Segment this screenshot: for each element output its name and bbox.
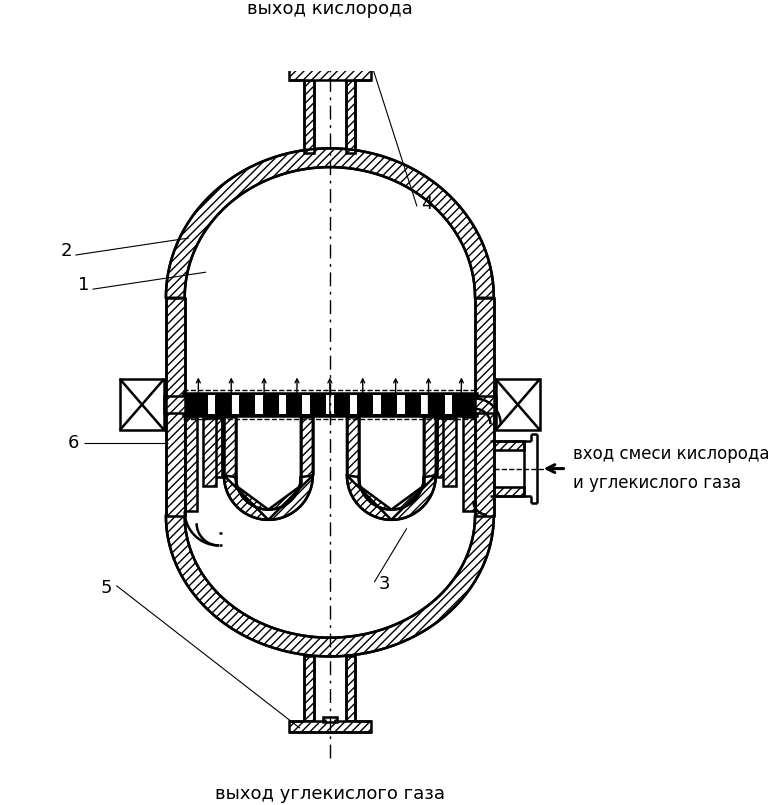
Bar	[445, 395, 452, 414]
Bar	[421, 395, 428, 414]
Polygon shape	[224, 417, 268, 520]
Polygon shape	[166, 515, 494, 656]
Bar	[289, 720, 370, 733]
Bar	[304, 80, 314, 153]
Bar	[346, 656, 356, 720]
Text: 5: 5	[101, 579, 112, 597]
Bar	[185, 417, 197, 511]
Polygon shape	[392, 417, 436, 520]
Bar	[495, 379, 540, 430]
Bar	[278, 395, 286, 414]
Bar	[374, 395, 381, 414]
Text: выход углекислого газа: выход углекислого газа	[215, 785, 445, 803]
Polygon shape	[166, 148, 494, 298]
Text: 1: 1	[78, 276, 90, 294]
Bar	[494, 441, 523, 450]
Bar	[475, 298, 494, 515]
Text: 6: 6	[68, 434, 80, 452]
Bar	[183, 394, 477, 415]
Bar	[323, 717, 337, 722]
Bar	[120, 379, 164, 430]
Bar	[204, 418, 216, 485]
Bar	[494, 487, 523, 496]
Bar	[166, 298, 185, 515]
Bar	[444, 418, 456, 485]
Text: вход смеси кислорода: вход смеси кислорода	[573, 445, 770, 464]
Text: 2: 2	[61, 242, 73, 260]
Bar	[326, 395, 334, 414]
Text: и углекислого газа: и углекислого газа	[573, 473, 741, 492]
Text: выход кислорода: выход кислорода	[247, 0, 413, 18]
Bar	[207, 395, 215, 414]
Bar	[211, 418, 222, 477]
Bar	[255, 395, 263, 414]
Bar	[349, 395, 357, 414]
Bar	[426, 418, 438, 465]
Bar	[463, 417, 475, 511]
Bar	[303, 395, 310, 414]
Bar	[473, 396, 495, 413]
Bar	[304, 656, 314, 720]
Bar	[346, 80, 356, 153]
Bar	[397, 395, 405, 414]
Polygon shape	[268, 417, 313, 520]
Bar	[289, 68, 370, 80]
Bar	[164, 396, 186, 413]
Bar	[231, 395, 239, 414]
Text: 3: 3	[378, 575, 390, 592]
Polygon shape	[347, 417, 392, 520]
Bar	[222, 418, 234, 465]
Text: 4: 4	[421, 195, 433, 213]
Bar	[438, 418, 449, 477]
